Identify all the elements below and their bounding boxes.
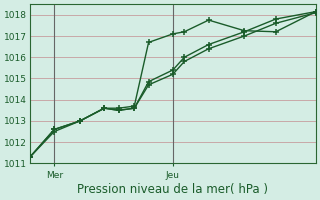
X-axis label: Pression niveau de la mer( hPa ): Pression niveau de la mer( hPa ) [77,183,268,196]
